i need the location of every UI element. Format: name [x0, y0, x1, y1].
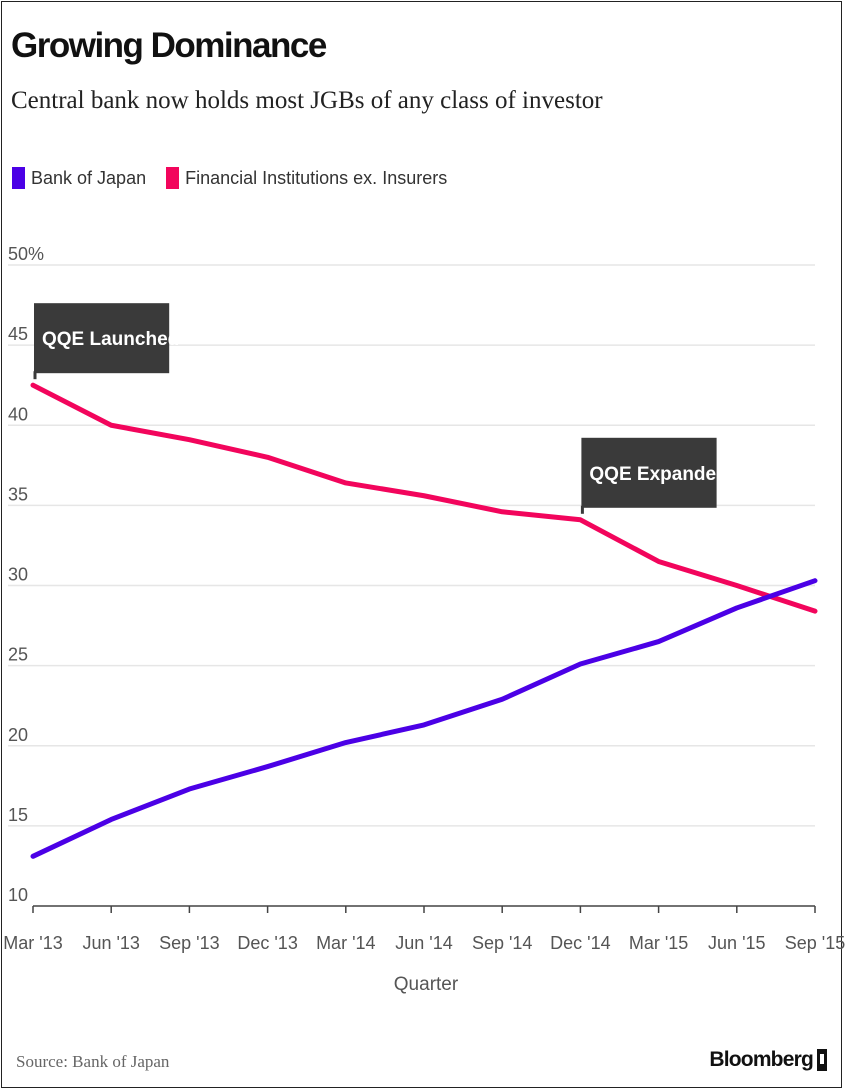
y-tick-label-50: 50% — [8, 244, 44, 264]
annotation-0-label: QQE Launched — [42, 329, 179, 350]
bloomberg-wordmark: Bloomberg — [709, 1048, 813, 1071]
legend-label-financial-institutions: Financial Institutions ex. Insurers — [185, 167, 448, 188]
x-tick-label-3: Dec '13 — [237, 933, 297, 953]
bloomberg-logo: Bloomberg — [709, 1048, 827, 1072]
source-note: Source: Bank of Japan — [16, 1052, 170, 1071]
y-tick-label-45: 45 — [8, 324, 28, 344]
legend-swatch-bank-of-japan — [12, 167, 25, 189]
x-tick-label-5: Jun '14 — [395, 933, 452, 953]
legend-item-bank-of-japan: Bank of Japan — [12, 167, 146, 189]
x-tick-label-9: Jun '15 — [708, 933, 765, 953]
x-tick-label-6: Sep '14 — [472, 933, 533, 953]
bloomberg-mark-icon — [817, 1049, 827, 1071]
annotation-0-box — [34, 303, 170, 374]
y-tick-label-40: 40 — [8, 404, 28, 424]
annotation-1-box — [581, 437, 717, 508]
x-tick-label-1: Jun '13 — [82, 933, 139, 953]
y-tick-label-30: 30 — [8, 565, 28, 585]
x-axis-title: Quarter — [394, 974, 459, 995]
chart-subtitle: Central bank now holds most JGBs of any … — [11, 87, 603, 114]
series-line-0 — [30, 578, 818, 859]
y-tick-label-35: 35 — [8, 484, 28, 504]
chart-title: Growing Dominance — [11, 26, 327, 65]
legend-item-financial-institutions: Financial Institutions ex. Insurers — [166, 167, 447, 189]
x-tick-label-7: Dec '14 — [550, 933, 610, 953]
legend-label-bank-of-japan: Bank of Japan — [31, 167, 147, 188]
y-tick-label-20: 20 — [8, 725, 28, 745]
x-tick-label-2: Sep '13 — [159, 933, 220, 953]
x-tick-label-10: Sep '15 — [785, 933, 845, 953]
legend-swatch-financial-institutions — [166, 167, 180, 189]
y-tick-label-15: 15 — [8, 805, 28, 825]
y-tick-label-25: 25 — [8, 645, 28, 665]
annotation-1-label: QQE Expanded — [589, 464, 727, 485]
y-tick-label-10: 10 — [8, 885, 28, 905]
x-tick-label-0: Mar '13 — [3, 933, 62, 953]
x-tick-label-4: Mar '14 — [316, 933, 375, 953]
chart-legend: Bank of Japan Financial Institutions ex.… — [12, 167, 467, 189]
x-tick-label-8: Mar '15 — [629, 933, 688, 953]
